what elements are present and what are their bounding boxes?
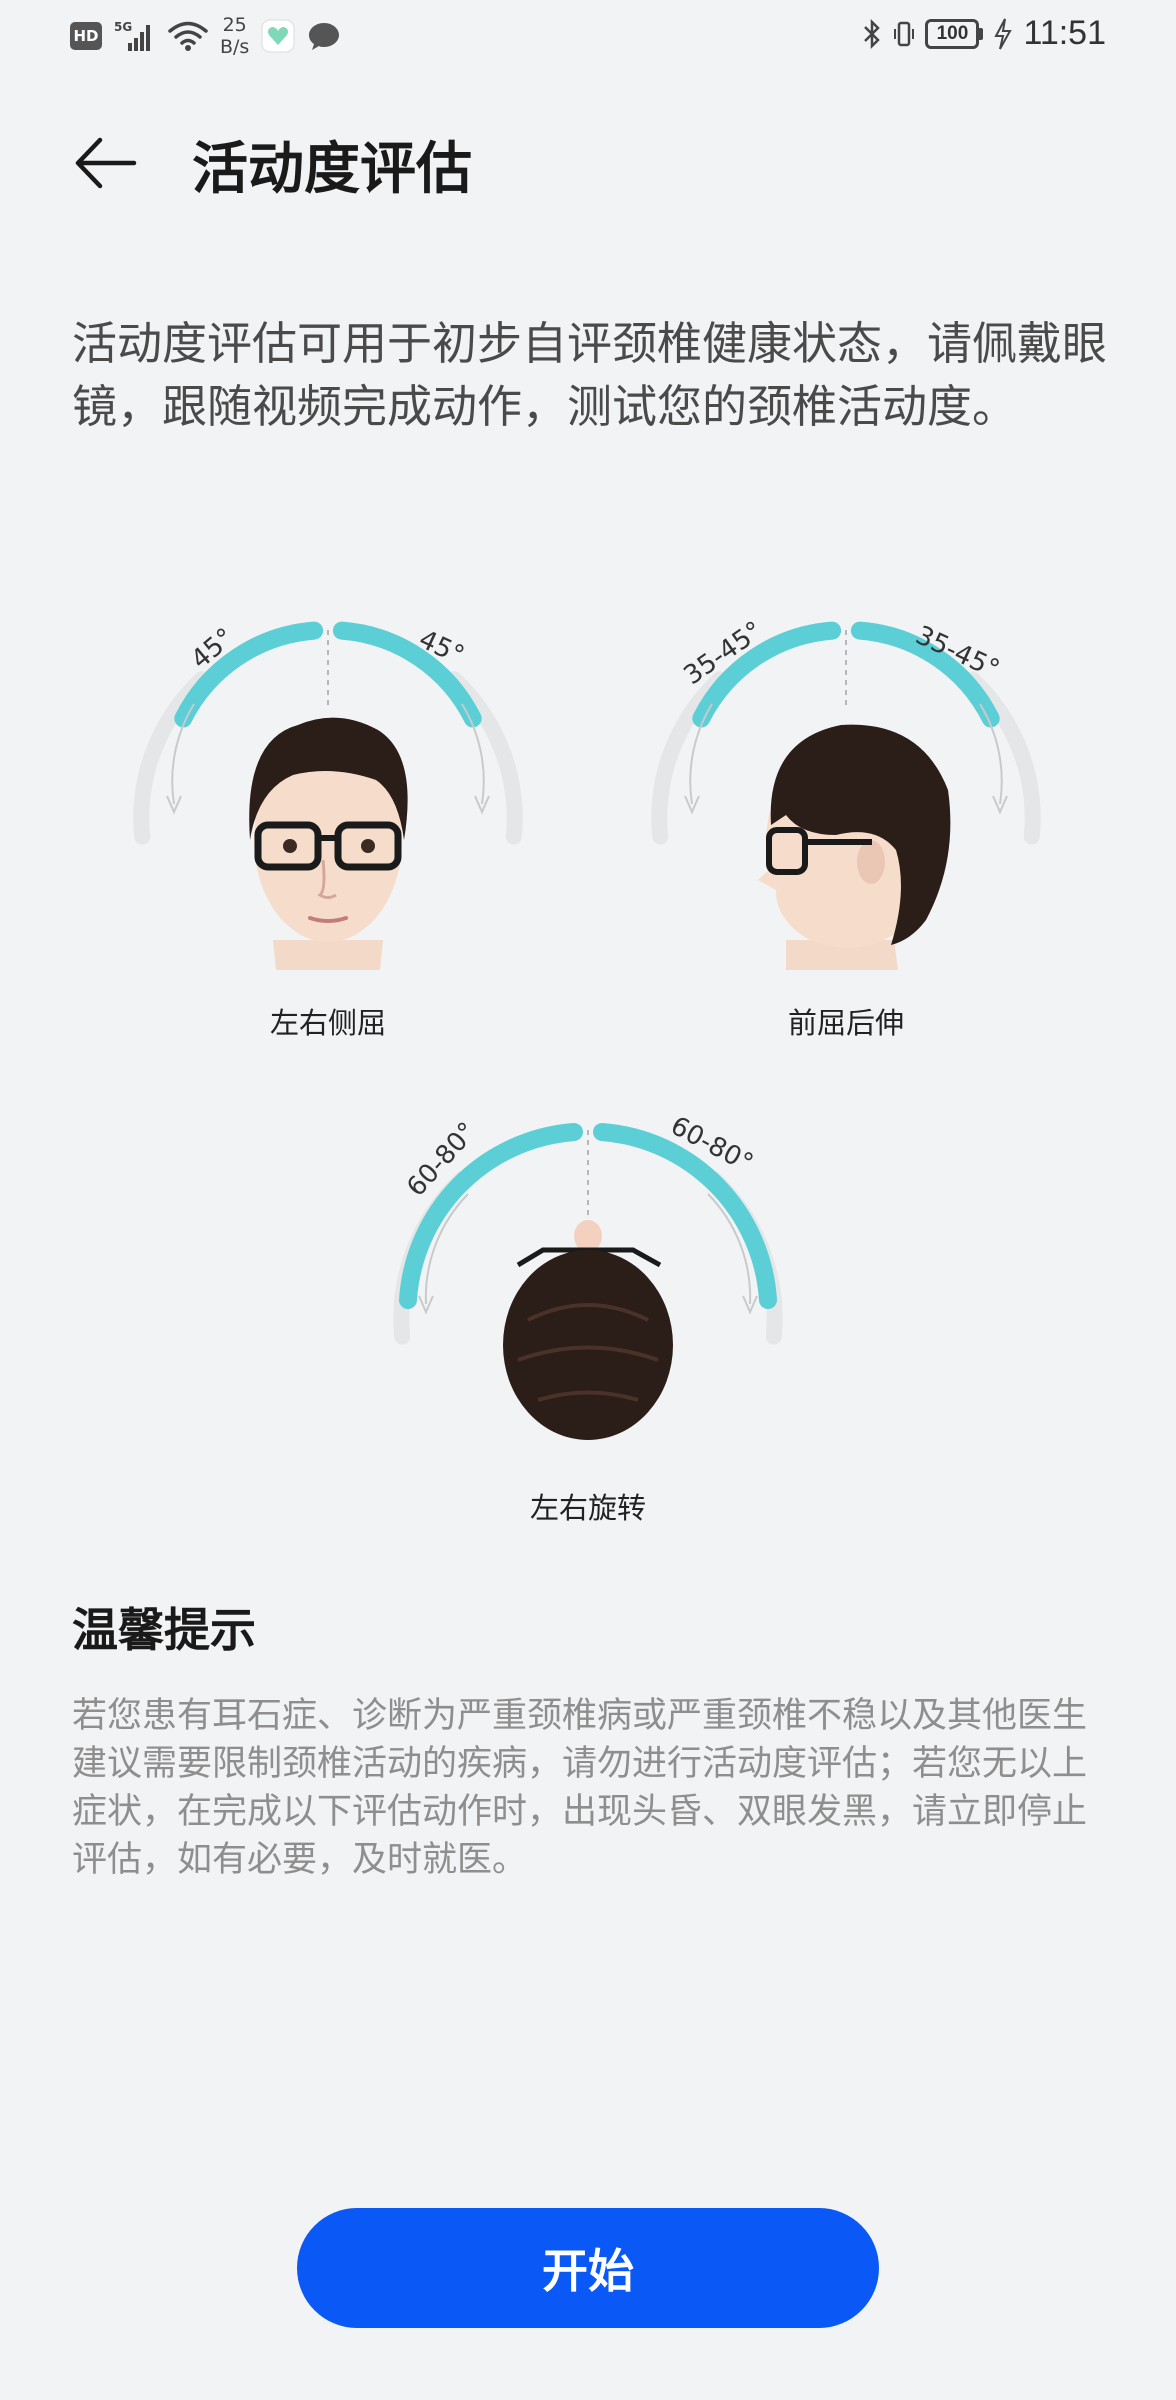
status-bar-left: HD 5G 25 B/s xyxy=(70,14,341,58)
figure-rotation: 60-80° 60-80° 左右旋转 xyxy=(378,1090,798,1525)
vibrate-icon xyxy=(894,21,915,46)
app-header: 活动度评估 xyxy=(0,110,1176,210)
lateral-flexion-label: 左右侧屈 xyxy=(269,1006,386,1040)
battery-level: 100 xyxy=(925,18,980,49)
charging-icon xyxy=(994,18,1013,49)
intro-text: 活动度评估可用于初步自评颈椎健康状态，请佩戴眼镜，跟随视频完成动作，测试您的颈椎… xyxy=(72,317,1108,433)
flexion-extension-diagram: 35-45° 35-45° xyxy=(651,616,1041,970)
front-head-avatar xyxy=(249,717,408,970)
back-button[interactable] xyxy=(72,128,142,198)
network-speed: 25 B/s xyxy=(220,14,249,58)
bluetooth-icon xyxy=(864,18,881,49)
lateral-flexion-diagram: 45° 45° xyxy=(133,621,523,970)
speed-value: 25 xyxy=(222,14,247,36)
rotation-diagram: 60-80° 60-80° xyxy=(393,1111,783,1440)
page-title: 活动度评估 xyxy=(192,137,472,202)
network-label: 5G xyxy=(114,20,132,34)
rotation-label: 左右旋转 xyxy=(529,1491,646,1525)
health-app-icon xyxy=(261,19,295,53)
arrow-left-icon xyxy=(75,137,137,189)
speed-unit: B/s xyxy=(220,36,250,58)
top-head-avatar xyxy=(503,1220,673,1440)
battery-tip xyxy=(979,27,984,40)
signal-icon: 5G xyxy=(114,20,150,51)
message-icon xyxy=(309,23,340,50)
tips-body: 若您患有耳石症、诊断为严重颈椎病或严重颈椎不稳以及其他医生建议需要限制颈椎活动的… xyxy=(72,1696,1088,1880)
wifi-icon xyxy=(168,21,208,51)
flexion-extension-label: 前屈后伸 xyxy=(787,1006,904,1040)
side-head-avatar xyxy=(758,724,951,970)
figure-lateral-flexion: 45° 45° 左右侧屈 xyxy=(118,590,538,1040)
battery-icon: 100 xyxy=(925,18,984,49)
hd-icon: HD xyxy=(70,22,102,50)
status-bar: HD 5G 25 B/s xyxy=(0,0,1176,72)
clock: 11:51 xyxy=(1023,14,1106,52)
start-button[interactable]: 开始 xyxy=(297,2208,879,2328)
tips-title: 温馨提示 xyxy=(72,1603,256,1657)
status-bar-right: 100 11:51 xyxy=(861,14,1106,53)
figure-flexion-extension: 35-45° 35-45° 前屈后伸 xyxy=(636,590,1056,1040)
